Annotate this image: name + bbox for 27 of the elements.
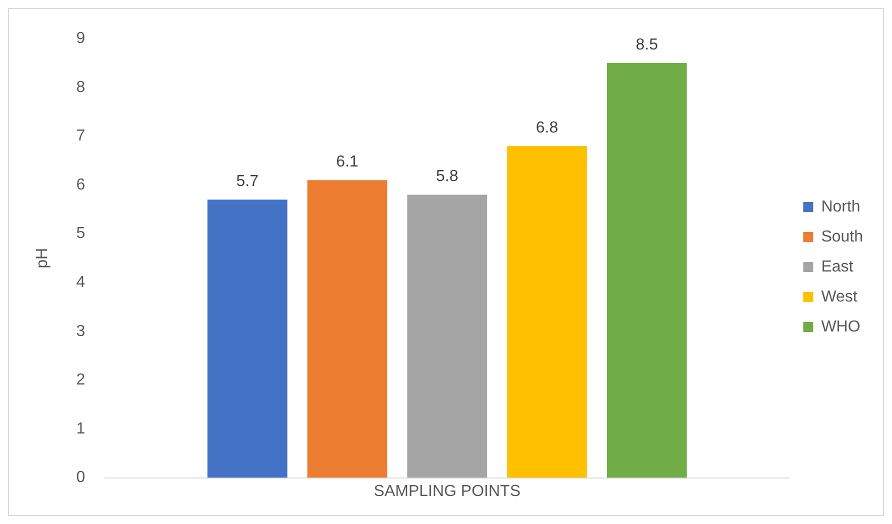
data-label: 6.1	[336, 154, 358, 171]
data-label: 8.5	[636, 36, 658, 54]
y-tick-label: 0	[76, 469, 86, 486]
bar	[606, 63, 687, 478]
legend-label: South	[821, 228, 863, 246]
y-tick-label: 7	[76, 128, 86, 145]
y-tick-label: 1	[76, 420, 86, 438]
data-label: 5.7	[236, 173, 259, 190]
y-tick-label: 5	[76, 225, 86, 242]
y-axis-title: pH	[34, 248, 52, 268]
legend-label: West	[821, 288, 858, 306]
legend-label: North	[821, 198, 860, 216]
bar	[307, 180, 388, 478]
bar	[207, 200, 288, 478]
y-tick-label: 4	[76, 274, 86, 292]
data-label: 5.8	[436, 168, 458, 186]
legend-label: East	[821, 258, 854, 276]
y-tick-label: 8	[76, 78, 86, 96]
y-tick-label: 2	[76, 372, 86, 389]
y-tick-label: 6	[76, 176, 86, 194]
data-label: 6.8	[536, 119, 558, 136]
bar	[407, 194, 488, 478]
bar	[507, 146, 587, 478]
y-tick-label: 9	[76, 30, 86, 48]
y-tick-label: 3	[76, 322, 86, 340]
legend-label: WHO	[821, 318, 860, 336]
x-axis-title: SAMPLING POINTS	[374, 482, 520, 500]
